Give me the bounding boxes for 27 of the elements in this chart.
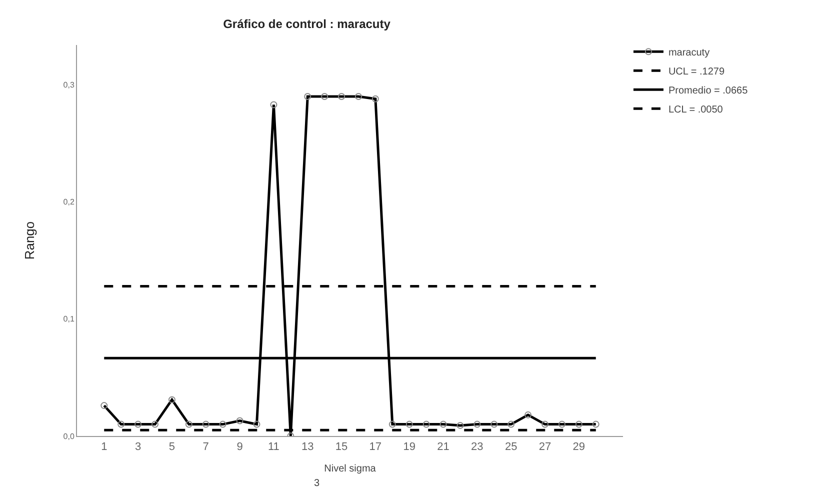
x-tick-label: 21 — [437, 441, 450, 454]
x-tick-label: 17 — [369, 441, 382, 454]
x-tick-label: 1 — [101, 441, 108, 454]
x-tick-label: 5 — [168, 441, 176, 454]
y-tick-label: 0,2 — [63, 198, 75, 207]
x-tick-label: 11 — [268, 441, 280, 454]
legend-label: Promedio = .0665 — [668, 86, 748, 97]
x-tick-label: 27 — [538, 441, 552, 454]
x-tick-label: 3 — [134, 441, 142, 454]
y-tick-label: 0,3 — [63, 80, 75, 90]
x-axis-title: Nivel sigma — [324, 464, 376, 475]
x-tick-label: 25 — [504, 441, 518, 454]
legend-label: maracuty — [668, 48, 710, 59]
y-tick-label: 0,1 — [63, 314, 75, 324]
x-tick-label: 9 — [236, 441, 243, 454]
legend-label: LCL = .0050 — [668, 104, 724, 116]
x-tick-label: 13 — [301, 441, 314, 454]
text: 3 — [314, 478, 320, 489]
x-tick-label: 23 — [471, 441, 484, 454]
x-tick-label: 29 — [572, 441, 586, 454]
x-tick-label: 7 — [202, 441, 209, 454]
y-tick-label: 0,0 — [63, 432, 75, 441]
y-axis-title: Rango — [22, 221, 38, 260]
chart-title: Gráfico de control : maracuty — [223, 17, 391, 32]
legend-label: UCL = .1279 — [668, 66, 725, 78]
x-tick-label: 19 — [403, 441, 416, 454]
x-tick-label: 15 — [335, 441, 348, 454]
